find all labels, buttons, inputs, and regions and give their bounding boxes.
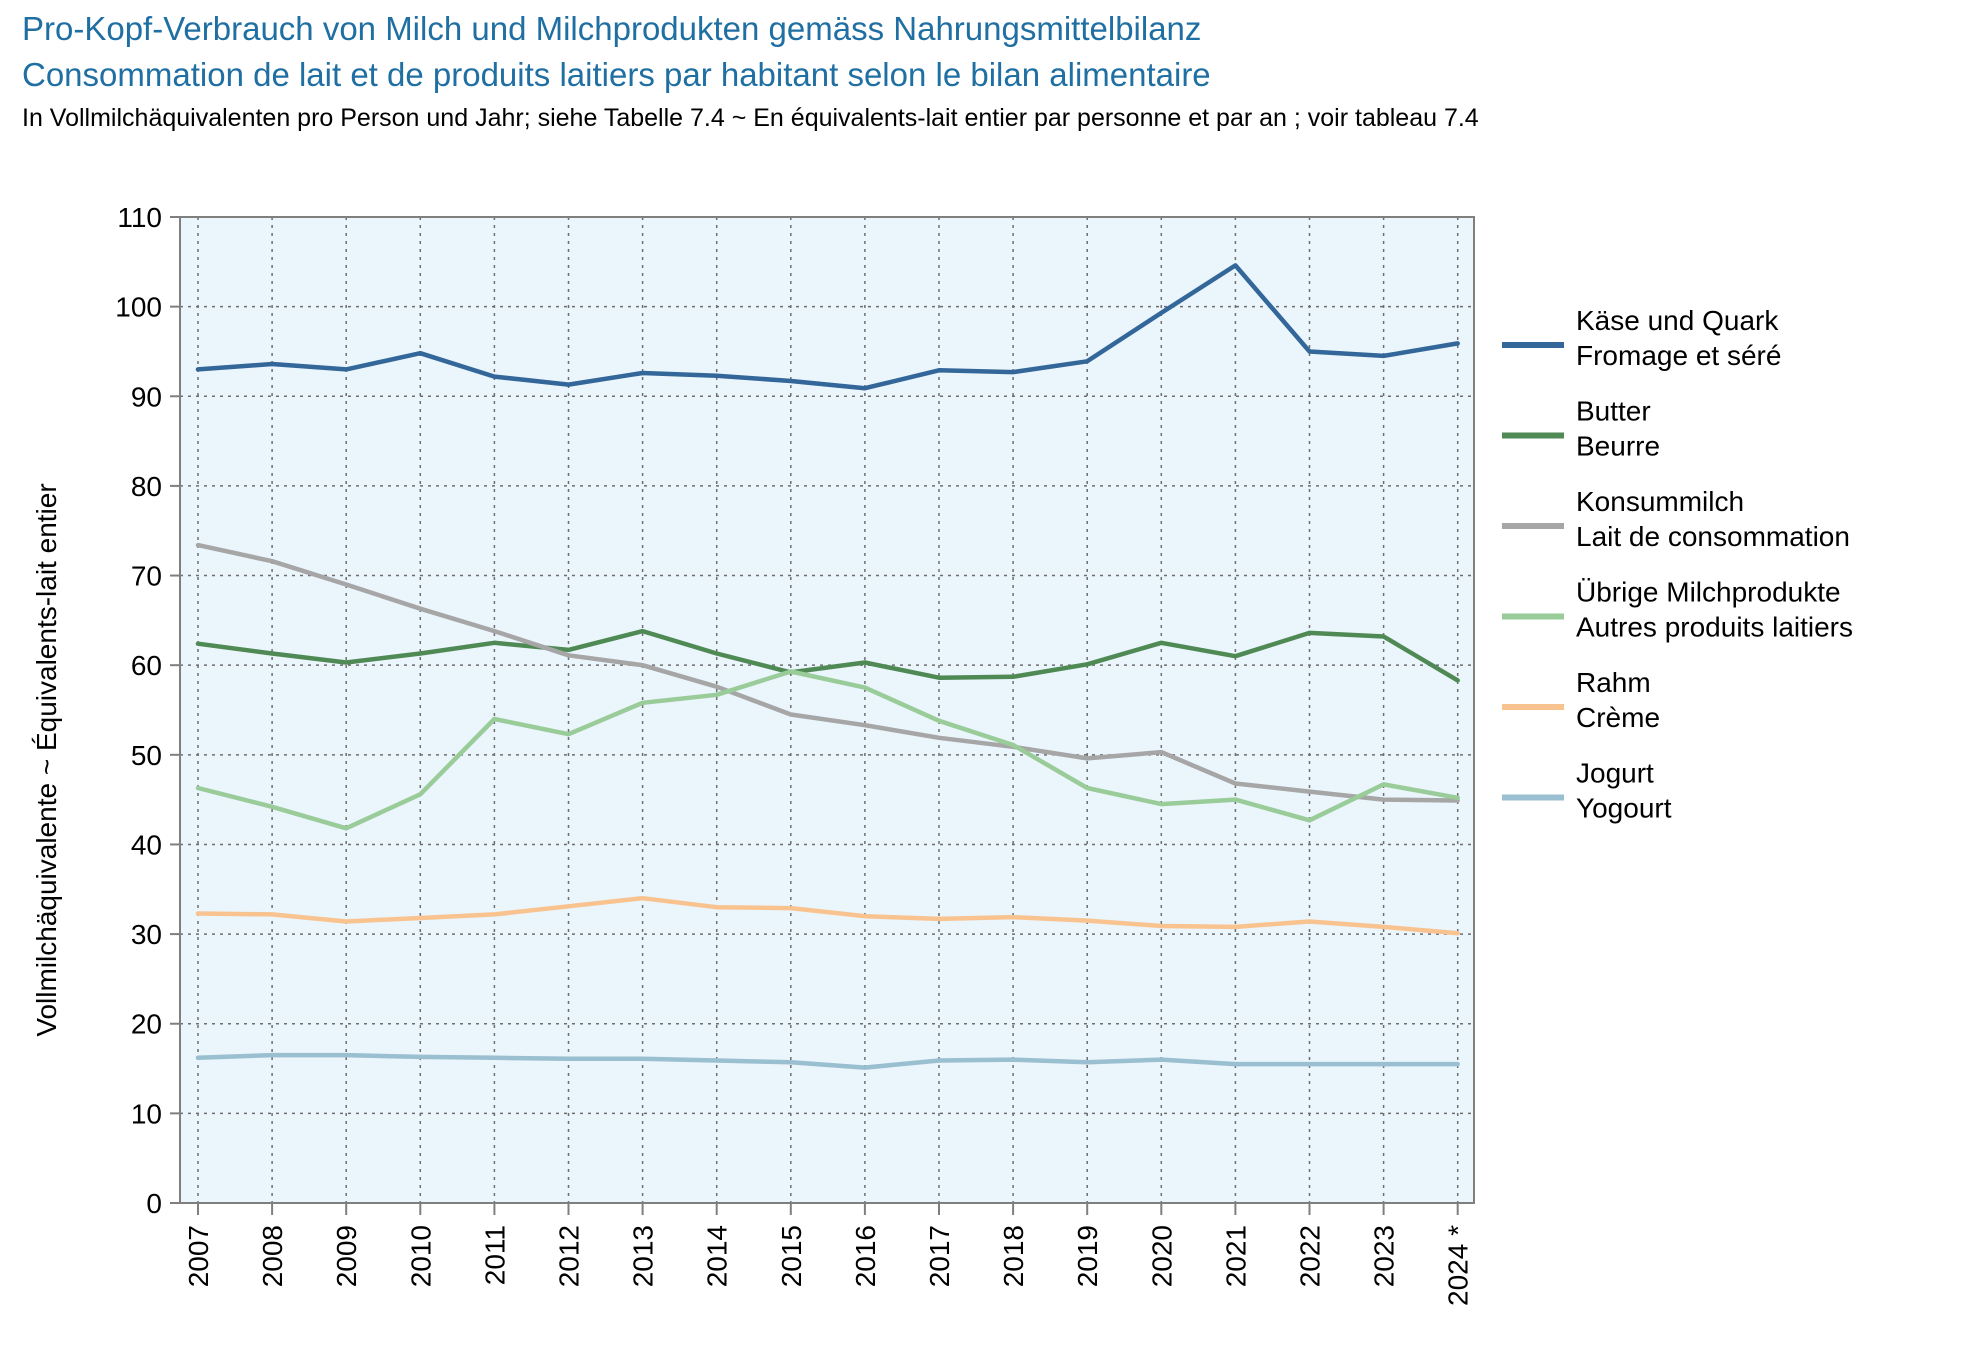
series-line-1 xyxy=(195,263,1460,391)
series-line-6 xyxy=(195,1052,1460,1070)
series-line-3 xyxy=(195,542,1460,803)
plot-frame xyxy=(179,216,1475,1204)
x-tick-label: 2016 xyxy=(850,1225,881,1287)
chart-title-german: Pro-Kopf-Verbrauch von Milch und Milchpr… xyxy=(22,10,1202,47)
x-axis-ticks: 2007 2008 2009 2010 2011 2012 2013 2014 2015 2016… xyxy=(183,1203,1474,1306)
legend-item: Konsummilch Lait de consommation xyxy=(1502,486,1850,552)
legend-label-fr: Beurre xyxy=(1576,431,1660,462)
y-tick-label: 60 xyxy=(131,650,162,681)
x-tick-label: 2019 xyxy=(1072,1225,1103,1287)
legend-item: Rahm Crème xyxy=(1502,667,1660,733)
legend-label-de: Käse und Quark xyxy=(1576,305,1779,336)
legend-label-de: Rahm xyxy=(1576,667,1651,698)
legend-label-fr: Yogourt xyxy=(1576,793,1672,824)
x-tick-label: 2011 xyxy=(479,1225,510,1285)
legend-label-de: Butter xyxy=(1576,396,1651,427)
legend-label-fr: Fromage et séré xyxy=(1576,340,1781,371)
x-tick-label: 2023 xyxy=(1369,1225,1400,1287)
x-tick-label: 2014 xyxy=(702,1225,733,1287)
y-tick-label: 0 xyxy=(146,1188,162,1219)
x-tick-label: 2007 xyxy=(183,1225,214,1287)
y-tick-label: 10 xyxy=(131,1098,162,1129)
legend-item: Jogurt Yogourt xyxy=(1502,758,1672,824)
legend-label-de: Jogurt xyxy=(1576,758,1654,789)
x-tick-label: 2010 xyxy=(405,1225,436,1287)
series-lines xyxy=(195,263,1460,1070)
x-tick-label: 2013 xyxy=(628,1225,659,1287)
series-line-2 xyxy=(195,628,1460,683)
x-tick-label: 2021 xyxy=(1220,1225,1251,1287)
chart-title-french: Consommation de lait et de produits lait… xyxy=(22,56,1211,93)
y-axis-label: Vollmilchäquivalente ~ Équivalents-lait … xyxy=(31,483,62,1036)
y-tick-label: 30 xyxy=(131,919,162,950)
y-tick-label: 90 xyxy=(131,381,162,412)
legend-label-de: Übrige Milchprodukte xyxy=(1576,577,1841,608)
x-tick-label: 2022 xyxy=(1295,1225,1326,1287)
y-tick-label: 20 xyxy=(131,1009,162,1040)
x-tick-label: 2012 xyxy=(554,1225,585,1287)
series-line-5 xyxy=(195,895,1460,936)
legend-item: Übrige Milchprodukte Autres produits lait… xyxy=(1502,577,1853,643)
legend-label-fr: Lait de consommation xyxy=(1576,521,1850,552)
legend-item: Käse und Quark Fromage et séré xyxy=(1502,305,1781,371)
x-tick-label: 2018 xyxy=(998,1225,1029,1287)
y-tick-label: 110 xyxy=(117,202,162,233)
y-tick-label: 40 xyxy=(131,829,162,860)
series-line-4 xyxy=(195,669,1460,831)
x-tick-label: 2024 * xyxy=(1443,1225,1474,1306)
legend-item: Butter Beurre xyxy=(1502,396,1660,462)
x-tick-label: 2009 xyxy=(331,1225,362,1287)
y-tick-label: 100 xyxy=(115,292,162,323)
x-tick-label: 2015 xyxy=(776,1225,807,1287)
legend-label-de: Konsummilch xyxy=(1576,486,1744,517)
y-axis-ticks: 0 10 20 30 40 50 60 70 80 90 100 110 xyxy=(115,202,180,1219)
plot-background xyxy=(180,217,1474,1203)
legend-label-fr: Autres produits laitiers xyxy=(1576,612,1853,643)
legend-label-fr: Crème xyxy=(1576,702,1660,733)
x-tick-label: 2017 xyxy=(924,1225,955,1287)
y-tick-label: 50 xyxy=(131,740,162,771)
chart-subtitle: In Vollmilchäquivalenten pro Person und … xyxy=(22,104,1479,132)
x-tick-label: 2020 xyxy=(1146,1225,1177,1287)
y-tick-label: 80 xyxy=(131,471,162,502)
y-tick-label: 70 xyxy=(131,561,162,592)
x-tick-label: 2008 xyxy=(257,1225,288,1287)
legend: Käse und Quark Fromage et séré Butter Beurr… xyxy=(1502,305,1853,824)
